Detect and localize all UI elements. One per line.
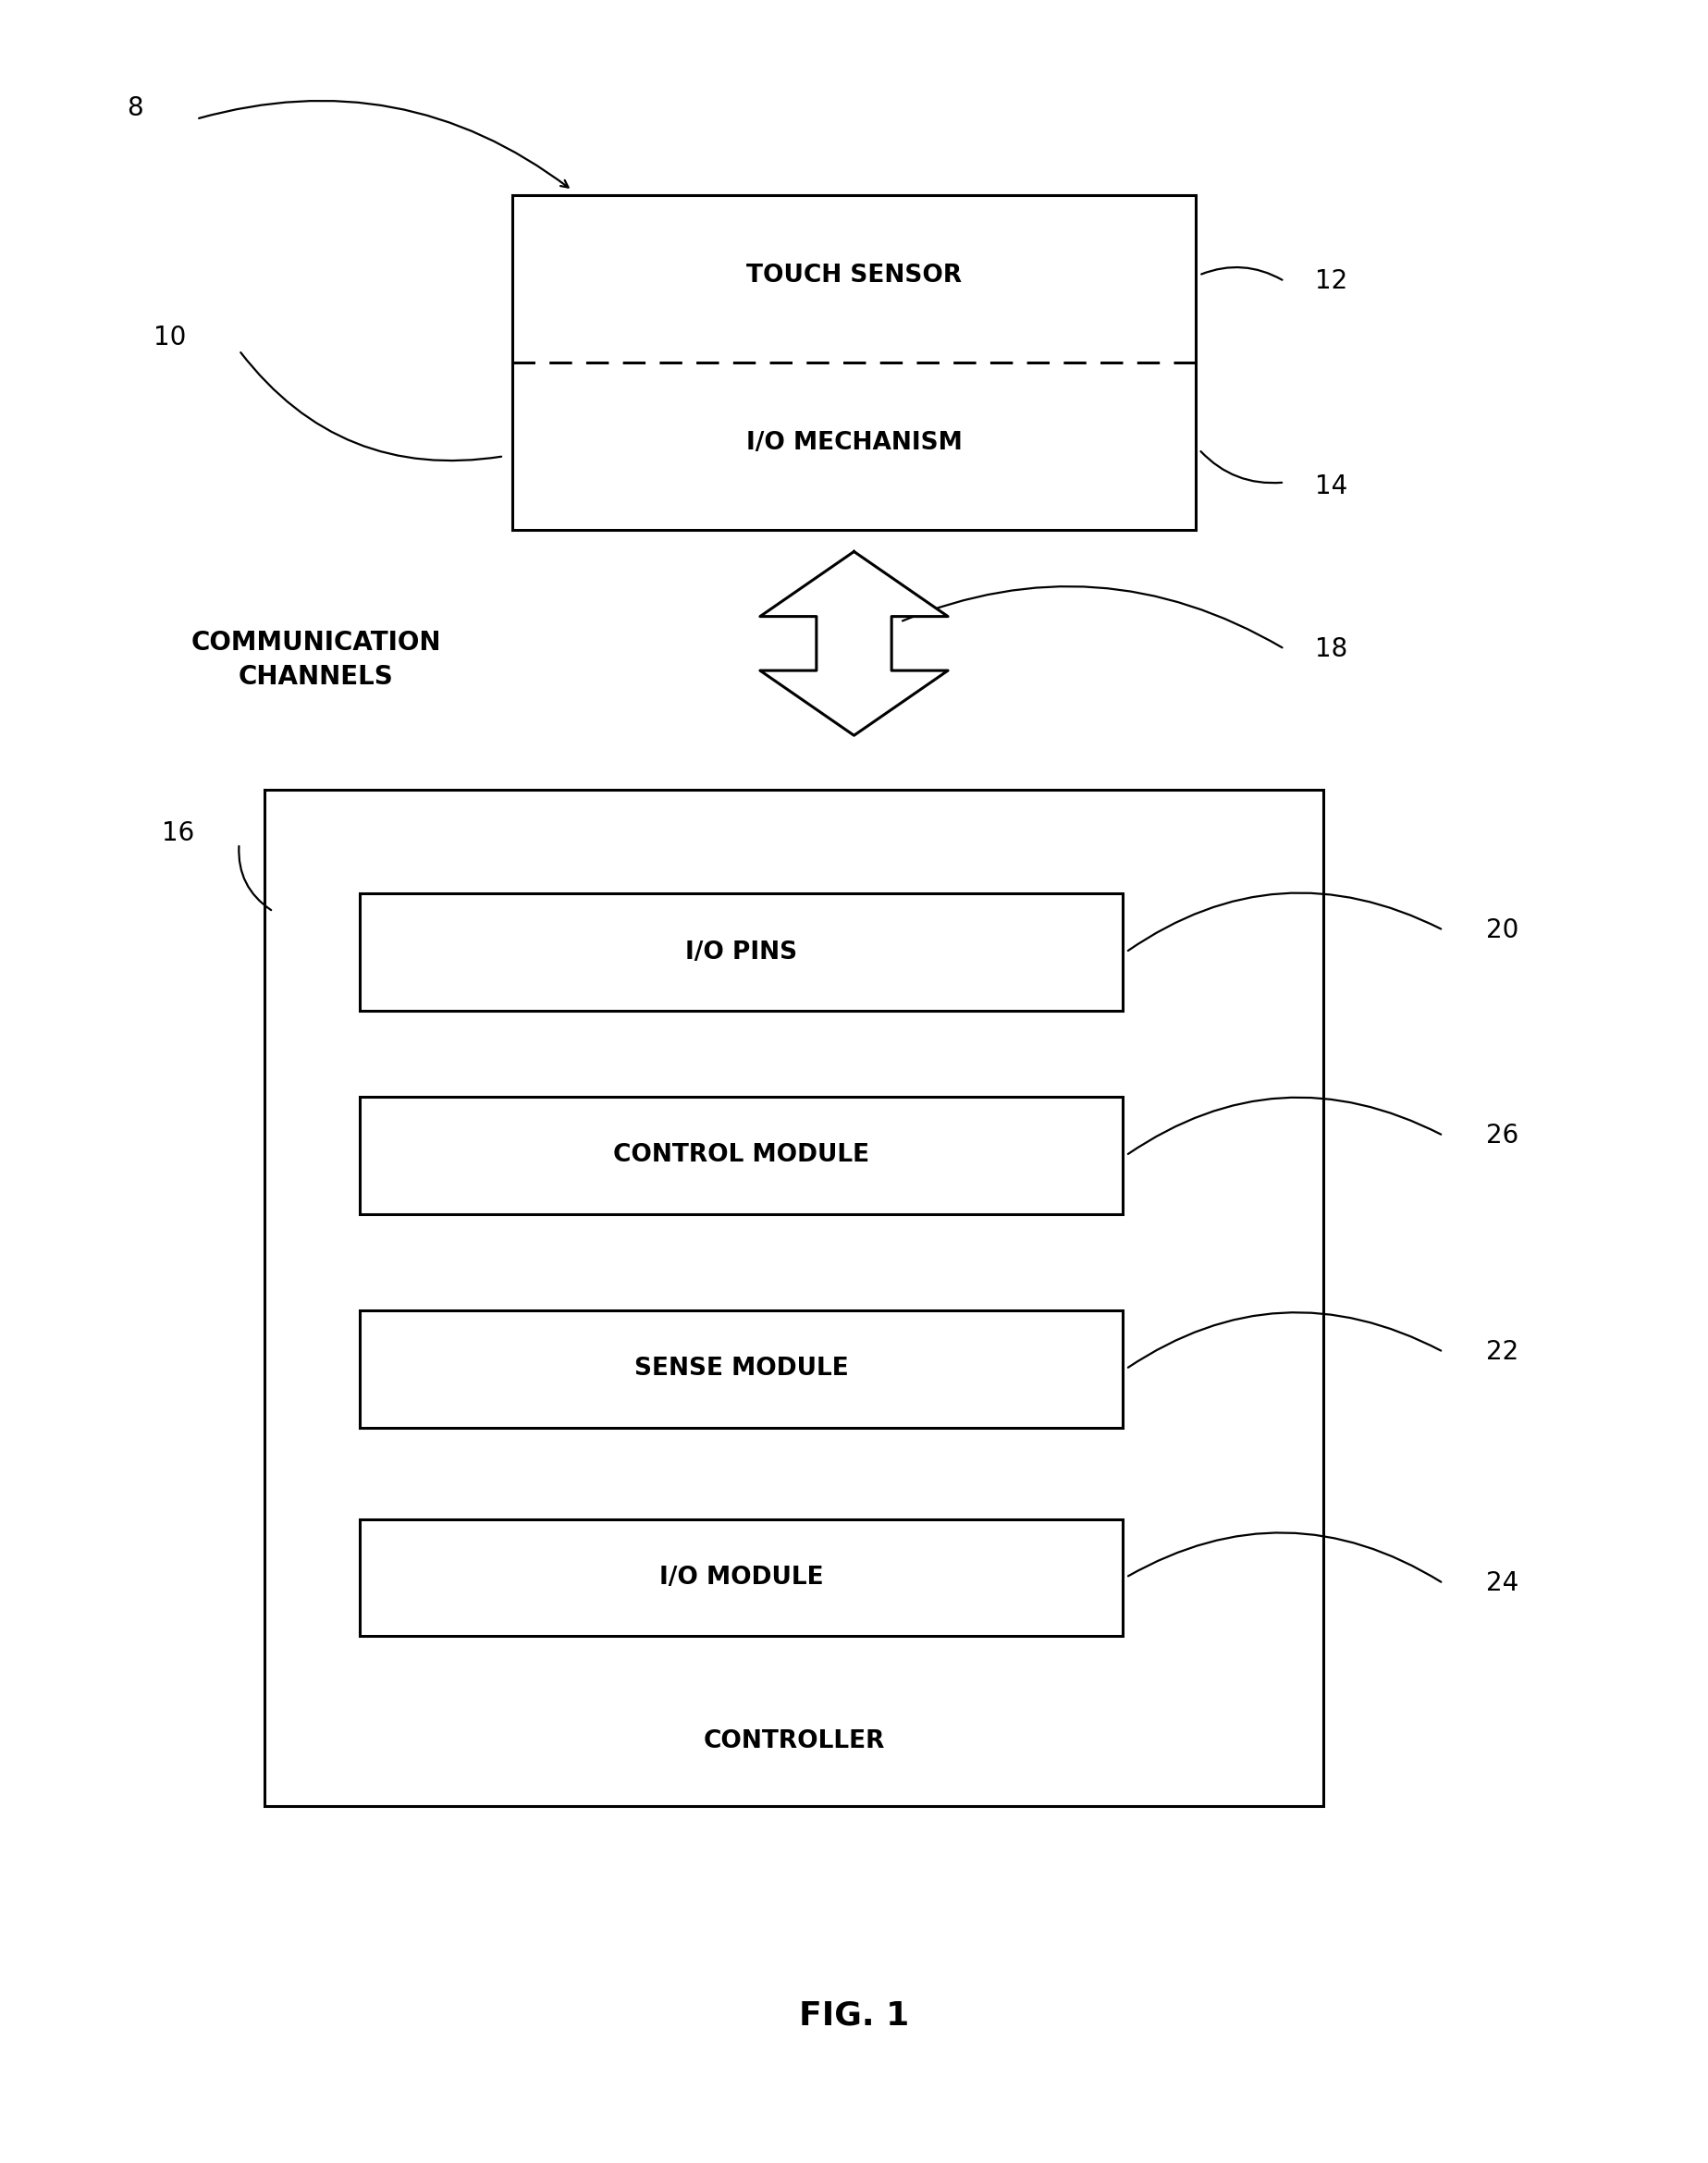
Text: 22: 22 [1486,1339,1518,1365]
Text: COMMUNICATION
CHANNELS: COMMUNICATION CHANNELS [191,629,441,690]
Text: 12: 12 [1315,268,1348,294]
Bar [360,1311,1122,1428]
Text: 18: 18 [1315,636,1348,662]
Text: FIG. 1: FIG. 1 [799,2001,909,2031]
Text: TOUCH SENSOR: TOUCH SENSOR [746,264,962,288]
Polygon shape [760,552,948,735]
Text: I/O MECHANISM: I/O MECHANISM [746,430,962,454]
Text: I/O MODULE: I/O MODULE [659,1566,823,1590]
Text: I/O PINS: I/O PINS [685,941,798,965]
Text: 8: 8 [126,95,143,121]
Text: 26: 26 [1486,1123,1518,1149]
Text: 14: 14 [1315,474,1348,500]
Text: CONTROL MODULE: CONTROL MODULE [613,1144,869,1168]
Bar [360,893,1122,1010]
Text: SENSE MODULE: SENSE MODULE [634,1356,849,1380]
Bar [360,1518,1122,1635]
Bar [360,1097,1122,1213]
Text: 20: 20 [1486,917,1518,943]
Bar [265,789,1324,1806]
Text: 24: 24 [1486,1570,1518,1596]
Text: 16: 16 [162,820,195,846]
Text: 10: 10 [154,324,186,350]
Text: CONTROLLER: CONTROLLER [704,1728,885,1754]
Bar [512,195,1196,530]
